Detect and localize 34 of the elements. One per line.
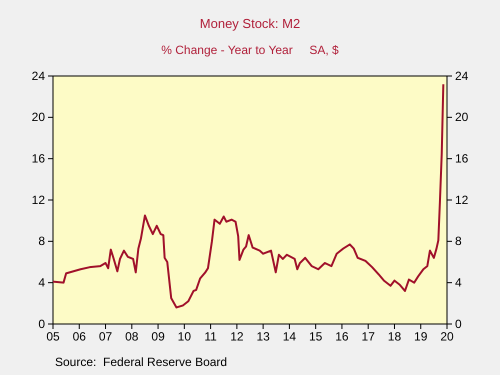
x-tick-label: 16 <box>335 330 349 344</box>
y2-tick-label: 4 <box>455 276 462 290</box>
x-tick-label: 14 <box>282 330 296 344</box>
line-series <box>52 83 444 308</box>
source-note: Source: Federal Reserve Board <box>55 355 228 369</box>
x-tick-label: 07 <box>98 330 113 344</box>
x-tick-label: 10 <box>178 330 192 344</box>
y2-tick-label: 12 <box>455 192 469 207</box>
y-tick-label: 8 <box>38 234 46 248</box>
y2-tick-label: 16 <box>455 152 469 166</box>
x-tick-label: 13 <box>256 330 270 344</box>
y2-tick-label: 8 <box>455 234 462 248</box>
y2-tick-label: 0 <box>455 316 462 331</box>
x-tick-label: 12 <box>230 330 244 344</box>
x-tick-label: 09 <box>151 330 166 344</box>
chart-title: Money Stock: M2 <box>200 16 300 31</box>
x-tick-label: 08 <box>125 330 139 344</box>
x-tick-label: 17 <box>362 330 376 344</box>
y-tick-label: 0 <box>38 316 46 331</box>
x-tick-label: 18 <box>388 330 402 344</box>
chart-subtitle: % Change - Year to Year SA, $ <box>161 43 340 57</box>
x-tick-label: 20 <box>440 330 454 344</box>
y-tick-label: 12 <box>32 192 46 207</box>
y2-tick-label: 20 <box>455 110 469 124</box>
y-tick-label: 24 <box>32 68 46 83</box>
x-tick-label: 11 <box>204 330 218 344</box>
x-tick-label: 19 <box>414 330 428 344</box>
x-tick-label: 15 <box>308 330 323 344</box>
y-tick-label: 20 <box>32 110 46 124</box>
y2-tick-label: 24 <box>455 68 469 83</box>
y-tick-label: 4 <box>38 276 46 290</box>
y-tick-label: 16 <box>32 152 46 166</box>
x-tick-label: 06 <box>72 330 86 344</box>
x-tick-label: 05 <box>46 330 60 344</box>
